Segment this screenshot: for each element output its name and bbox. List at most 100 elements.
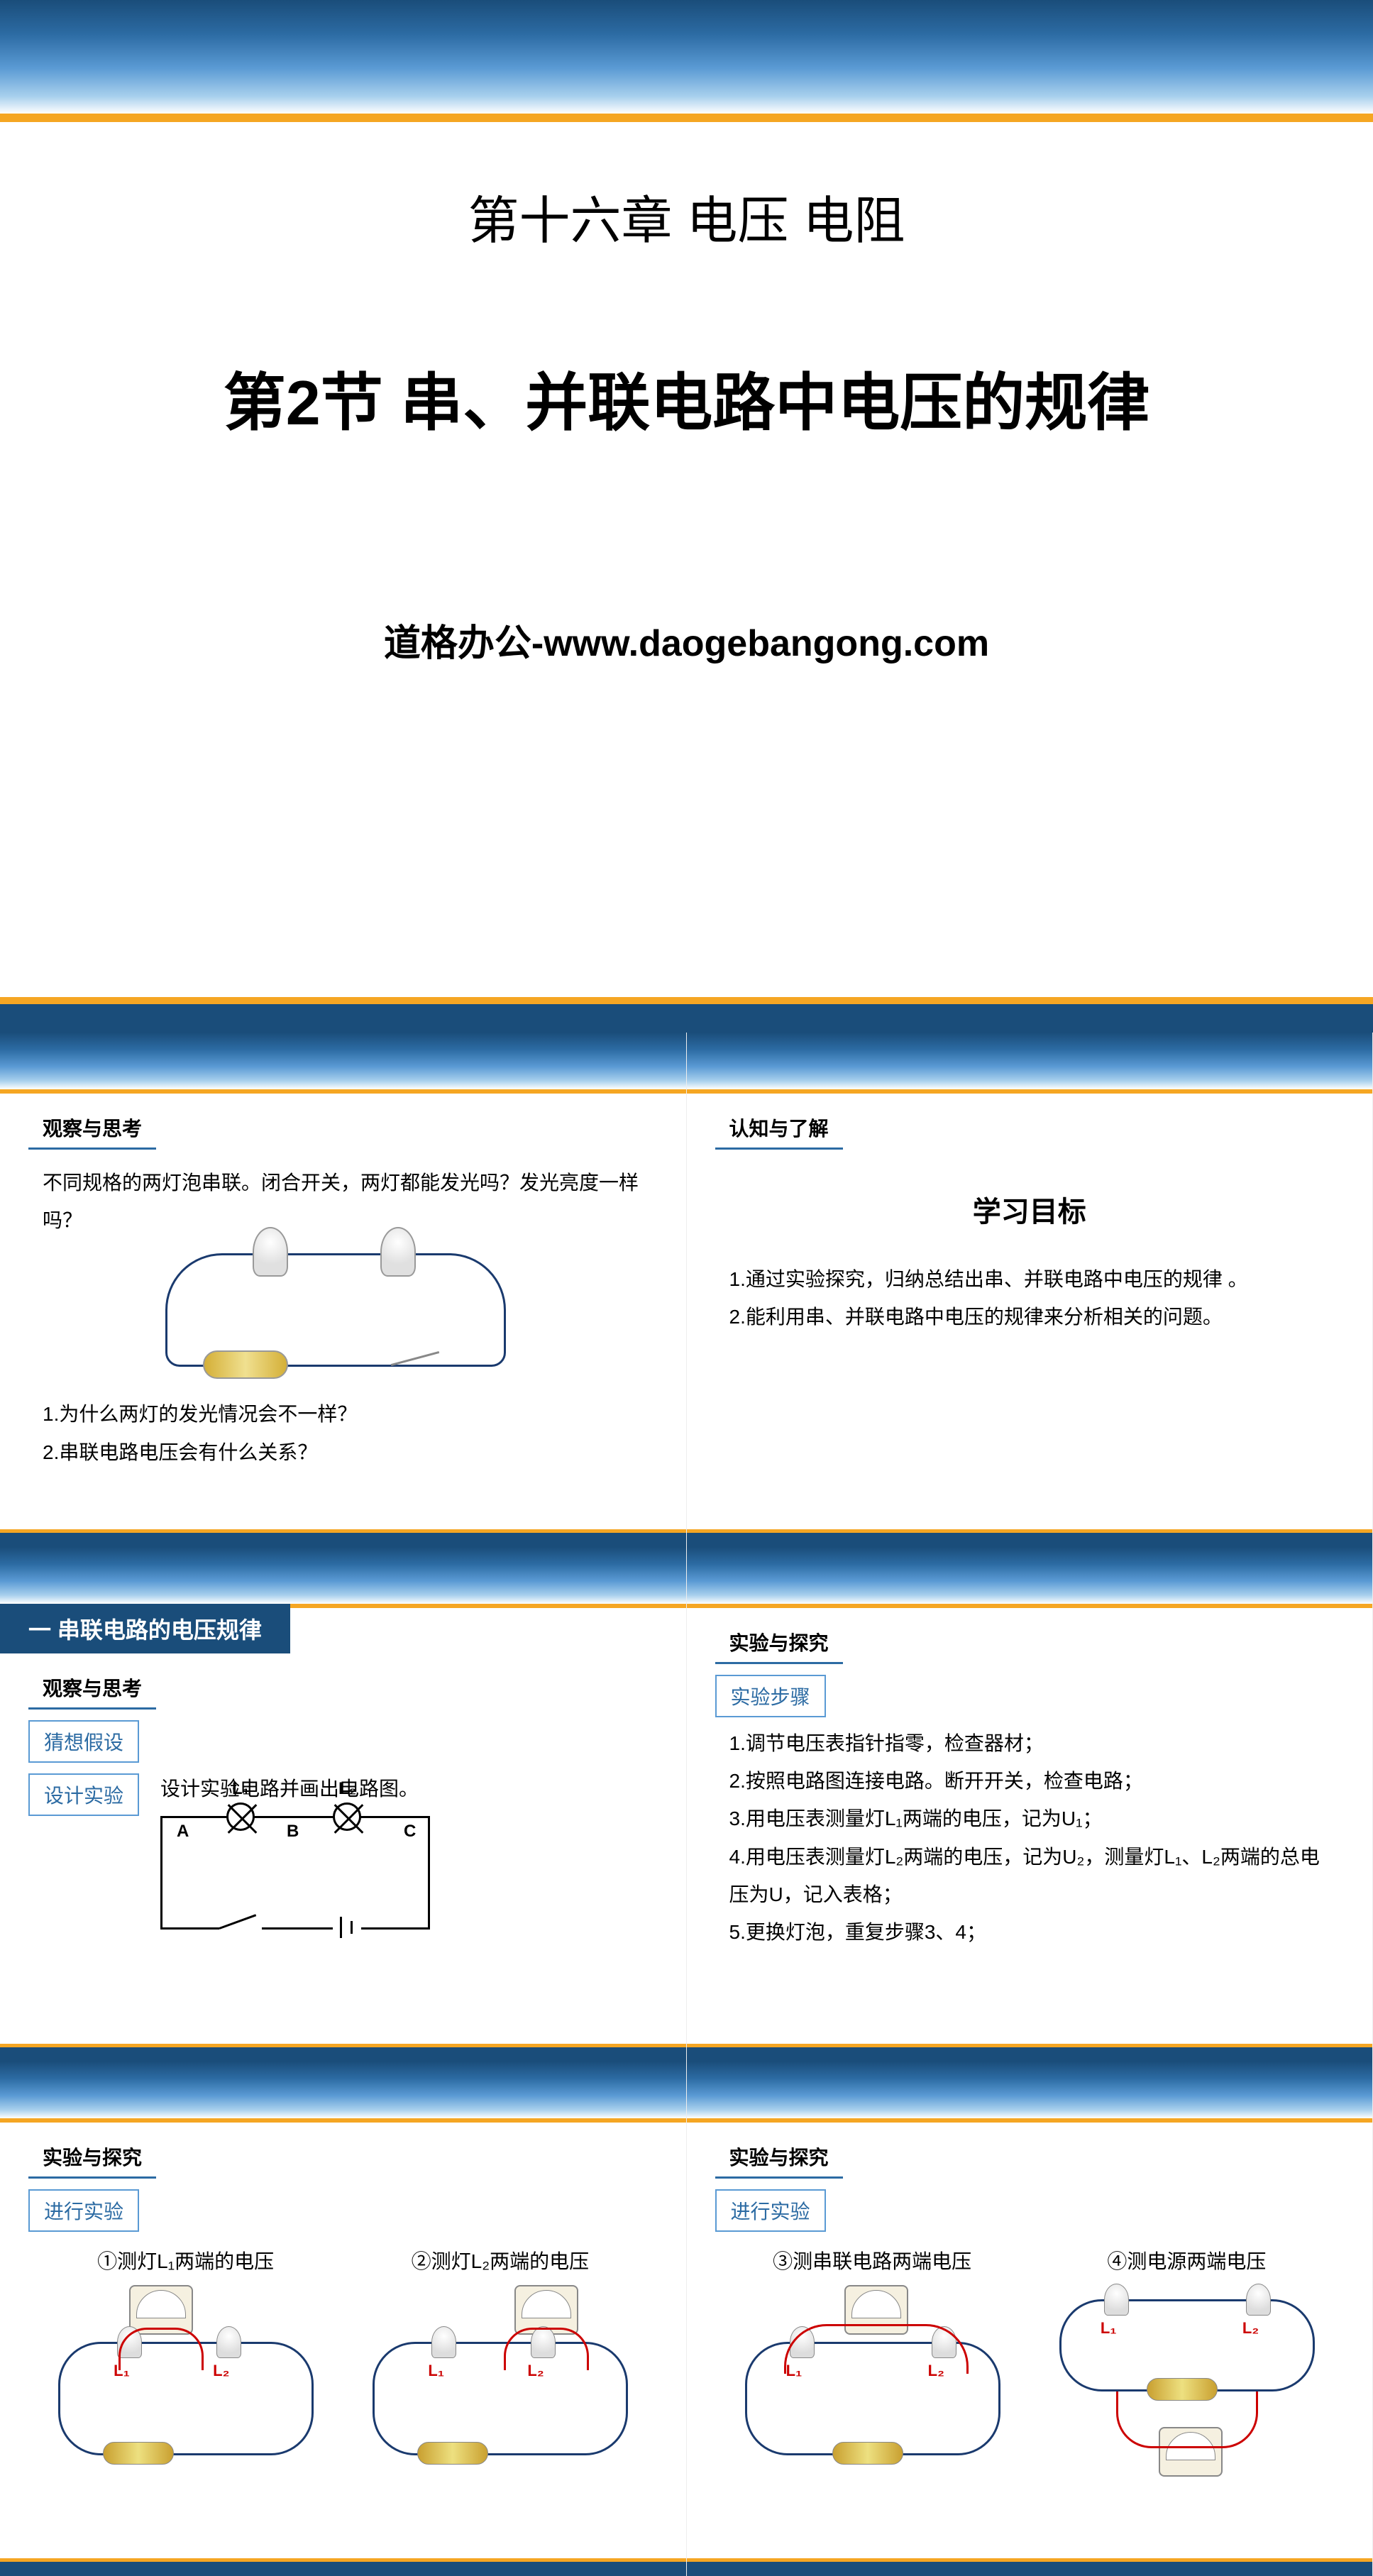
accent-line: [687, 1089, 1373, 1094]
label-b: B: [287, 1822, 299, 1842]
subtitle-tag: 实验步骤: [715, 1675, 826, 1717]
accent-line: [0, 114, 1373, 122]
section-tag: 认知与了解: [715, 1108, 843, 1150]
slide-3: 认知与了解 学习目标 1.通过实验探究，归纳总结出串、并联电路中电压的规律 。 …: [687, 1033, 1373, 1547]
battery-icon: [832, 2442, 903, 2465]
question-2: 2.串联电路电压会有什么关系？: [43, 1433, 644, 1471]
slide-header: [0, 2062, 686, 2118]
section-tag: 观察与思考: [28, 1108, 156, 1150]
exp-label-2: ②测灯L₂两端的电压: [358, 2246, 641, 2274]
step-2: 2.按照电路图连接电路。断开开关，检查电路；: [729, 1762, 1330, 1800]
lamp-symbol: [333, 1802, 361, 1831]
experiment-2: ②测灯L₂两端的电压 L₁ L₂: [358, 2246, 641, 2484]
exp-label-3: ③测串联电路两端电压: [731, 2246, 1014, 2274]
content-area: 不同规格的两灯泡串联。闭合开关，两灯都能发光吗？发光亮度一样吗？ 1.为什么两灯…: [0, 1150, 686, 1485]
experiment-1: ①测灯L₁两端的电压 L₁ L₂: [44, 2246, 327, 2484]
bulb-icon: [431, 2326, 456, 2358]
title-bar: 一 串联电路的电压规律: [0, 1604, 290, 1653]
circuit-photo: L₁ L₂: [44, 2285, 327, 2484]
circuit-photo: L₁ L₂: [358, 2285, 641, 2484]
subtitle-tag: 进行实验: [28, 2189, 139, 2232]
slide-2: 观察与思考 不同规格的两灯泡串联。闭合开关，两灯都能发光吗？发光亮度一样吗？ 1…: [0, 1033, 687, 1547]
circuit-illustration: [43, 1253, 644, 1381]
slide-header: [687, 1547, 1373, 1604]
switch-gap: [219, 1927, 262, 1930]
bulb-icon: [1104, 2284, 1129, 2316]
accent-line: [0, 1089, 686, 1094]
circuit-photo: L₁ L₂: [1045, 2285, 1328, 2484]
slide-footer: [0, 2558, 686, 2576]
experiment-row: ③测串联电路两端电压 L₁ L₂ ④测电源两端电压: [687, 2232, 1373, 2498]
label-l1: L₁: [232, 1779, 250, 1799]
bulb-icon: [216, 2326, 241, 2358]
main-slide: 第十六章 电压 电阻 第2节 串、并联电路中电压的规律 道格办公-www.dao…: [0, 0, 1373, 1033]
red-wire: [1116, 2391, 1258, 2448]
section-tag: 实验与探究: [28, 2137, 156, 2179]
section-title: 第2节 串、并联电路中电压的规律: [0, 353, 1373, 443]
red-wire: [784, 2324, 969, 2374]
chapter-title: 第十六章 电压 电阻: [0, 179, 1373, 253]
bulb-icon: [380, 1227, 416, 1277]
red-wire: [118, 2328, 204, 2370]
step-4: 4.用电压表测量灯L₂两端的电压，记为U₂，测量灯L₁、L₂两端的总电压为U，记…: [729, 1838, 1330, 1913]
exp-label-1: ①测灯L₁两端的电压: [44, 2246, 327, 2274]
step-5: 5.更换灯泡，重复步骤3、4；: [729, 1913, 1330, 1951]
watermark-text: 道格办公-www.daogebangong.com: [0, 613, 1373, 666]
label-l2: L₂: [213, 2362, 229, 2380]
slide-header: [687, 2062, 1373, 2118]
exp-label-4: ④测电源两端电压: [1045, 2246, 1328, 2274]
intro-text: 不同规格的两灯泡串联。闭合开关，两灯都能发光吗？发光亮度一样吗？: [43, 1164, 644, 1239]
experiment-row: ①测灯L₁两端的电压 L₁ L₂ ②测灯L₂两端的电压: [0, 2232, 686, 2498]
bulb-icon: [1246, 2284, 1271, 2316]
circuit-photo: L₁ L₂: [731, 2285, 1014, 2484]
slide-footer: [0, 2044, 686, 2062]
slide-footer: [687, 2044, 1373, 2062]
experiment-4: ④测电源两端电压 L₁ L₂: [1045, 2246, 1328, 2484]
circuit-diagram: L₁ L₂ A B C: [160, 1816, 444, 1958]
tag-observe: 观察与思考: [28, 1668, 156, 1710]
label-l1: L₁: [428, 2362, 444, 2380]
accent-line: [0, 2118, 686, 2123]
content-area: 学习目标 1.通过实验探究，归纳总结出串、并联电路中电压的规律 。 2.能利用串…: [687, 1150, 1373, 1350]
slide-4: 一 串联电路的电压规律 观察与思考 猜想假设 设计实验 设计实验电路并画出电路图…: [0, 1547, 687, 2062]
content-area: 1.调节电压表指针指零，检查器材； 2.按照电路图连接电路。断开开关，检查电路；…: [687, 1717, 1373, 1965]
slide-header: [0, 1547, 686, 1604]
slide-footer: [0, 1529, 686, 1547]
accent-line: [687, 1604, 1373, 1608]
battery-symbol: [333, 1917, 361, 1938]
switch-icon: [390, 1358, 447, 1372]
slide-6: 实验与探究 进行实验 ①测灯L₁两端的电压 L₁ L₂ ②: [0, 2062, 687, 2576]
label-l1: L₁: [1101, 2319, 1117, 2338]
red-wire: [504, 2328, 589, 2370]
accent-line: [687, 2118, 1373, 2123]
slide-header: [687, 1033, 1373, 1089]
lamp-symbol: [226, 1802, 255, 1831]
battery-icon: [417, 2442, 488, 2465]
slide-footer: [687, 1529, 1373, 1547]
goal-2: 2.能利用串、并联电路中电压的规律来分析相关的问题。: [729, 1298, 1330, 1336]
goal-1: 1.通过实验探究，归纳总结出串、并联电路中电压的规律 。: [729, 1260, 1330, 1298]
design-text: 设计实验电路并画出电路图。: [160, 1773, 444, 1802]
footer-bar: [0, 997, 1373, 1033]
battery-icon: [103, 2442, 174, 2465]
slide-row-3: 实验与探究 进行实验 ①测灯L₁两端的电压 L₁ L₂ ②: [0, 2062, 1373, 2576]
section-tag: 实验与探究: [715, 2137, 843, 2179]
content-title: 学习目标: [729, 1185, 1330, 1239]
subtitle-tag: 进行实验: [715, 2189, 826, 2232]
experiment-3: ③测串联电路两端电压 L₁ L₂: [731, 2246, 1014, 2484]
label-a: A: [177, 1822, 189, 1842]
question-1: 1.为什么两灯的发光情况会不一样？: [43, 1395, 644, 1433]
label-l2: L₂: [338, 1779, 356, 1799]
slide-7: 实验与探究 进行实验 ③测串联电路两端电压 L₁ L₂ ④: [687, 2062, 1373, 2576]
slide-footer: [687, 2558, 1373, 2576]
slide-header: [0, 1033, 686, 1089]
step-1: 1.调节电压表指针指零，检查器材；: [729, 1724, 1330, 1762]
bulb-icon: [253, 1227, 288, 1277]
battery-icon: [203, 1350, 288, 1379]
tag-design: 设计实验: [28, 1773, 139, 1816]
slide-5: 实验与探究 实验步骤 1.调节电压表指针指零，检查器材； 2.按照电路图连接电路…: [687, 1547, 1373, 2062]
slide-row-2: 一 串联电路的电压规律 观察与思考 猜想假设 设计实验 设计实验电路并画出电路图…: [0, 1547, 1373, 2062]
label-l2: L₂: [1242, 2319, 1259, 2338]
section-tag: 实验与探究: [715, 1622, 843, 1664]
slide-row-1: 观察与思考 不同规格的两灯泡串联。闭合开关，两灯都能发光吗？发光亮度一样吗？ 1…: [0, 1033, 1373, 1547]
